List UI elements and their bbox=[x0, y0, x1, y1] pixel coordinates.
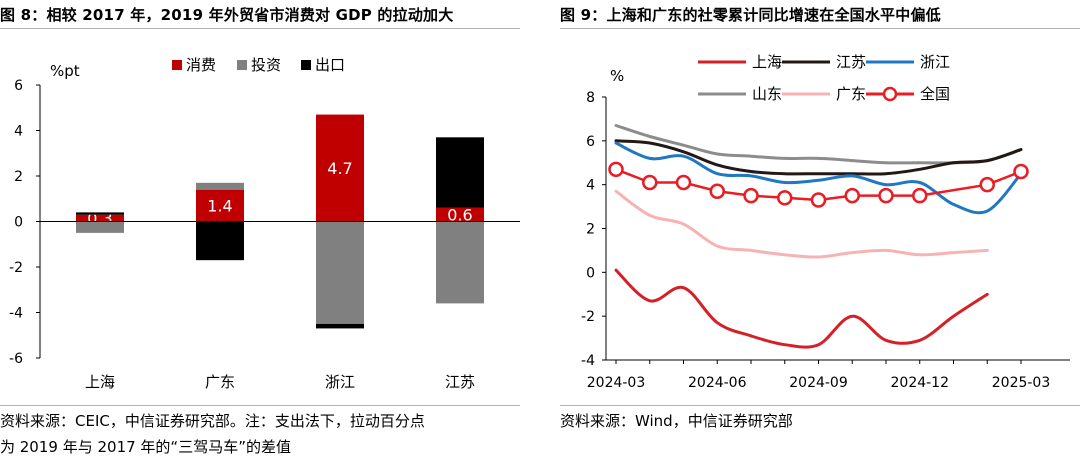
marker-全国 bbox=[743, 187, 759, 204]
y-tick-label: -4 bbox=[9, 306, 23, 322]
bar-出口-浙江 bbox=[316, 323, 364, 329]
left-title-rule bbox=[0, 28, 520, 29]
bar-消费-江苏 bbox=[436, 207, 484, 222]
right-source-note: 资料来源：Wind，中信证券研究部 bbox=[560, 408, 793, 434]
legend-swatch-出口 bbox=[301, 60, 311, 70]
bar-投资-上海 bbox=[76, 221, 124, 233]
x-tick-label: 2024-03 bbox=[587, 375, 646, 391]
x-category-label: 上海 bbox=[85, 373, 115, 391]
y-tick-label: 2 bbox=[14, 169, 23, 185]
y-tick-label: 4 bbox=[586, 178, 595, 194]
legend-swatch-投资 bbox=[237, 60, 247, 70]
x-tick-label: 2024-09 bbox=[789, 375, 848, 391]
x-category-label: 广东 bbox=[205, 373, 235, 391]
series-line-江苏 bbox=[614, 139, 1023, 176]
left-figure-panel: 图 8：相较 2017 年，2019 年外贸省市消费对 GDP 的拉动加大 -6… bbox=[0, 0, 523, 462]
y-unit-label: %pt bbox=[50, 62, 80, 80]
legend-label-江苏: 江苏 bbox=[836, 53, 866, 71]
bar-value-label: 1.4 bbox=[207, 197, 232, 216]
bar-value-label: 4.7 bbox=[327, 159, 352, 178]
bar-投资-江苏 bbox=[436, 221, 484, 304]
marker-全国 bbox=[709, 183, 725, 199]
legend-label-广东: 广东 bbox=[836, 85, 866, 103]
y-unit-label: % bbox=[610, 67, 624, 85]
legend-label-山东: 山东 bbox=[752, 85, 782, 103]
series-line-上海 bbox=[614, 268, 989, 349]
line-chart: -4 -2 0 2 4 6 8% 2024-03 2024-06 2024-09 2024-12 20… bbox=[581, 53, 1070, 391]
marker-全国 bbox=[642, 174, 658, 191]
x-category-label: 浙江 bbox=[325, 373, 355, 391]
x-tick-label: 2025-03 bbox=[992, 375, 1051, 391]
y-tick-label: 8 bbox=[586, 90, 595, 106]
series-line-山东 bbox=[614, 124, 1023, 165]
y-tick-label: 6 bbox=[14, 78, 23, 94]
marker-全国 bbox=[675, 174, 692, 191]
y-tick-label: -2 bbox=[9, 260, 23, 276]
left-figure-title: 图 8：相较 2017 年，2019 年外贸省市消费对 GDP 的拉动加大 bbox=[0, 6, 454, 24]
y-tick-label: -4 bbox=[581, 353, 595, 369]
marker-全国 bbox=[608, 161, 624, 178]
bar-投资-广东 bbox=[196, 182, 244, 190]
marker-全国 bbox=[810, 192, 827, 208]
legend-marker-全国 bbox=[882, 86, 898, 102]
y-tick-label: 0 bbox=[14, 215, 23, 231]
bar-出口-上海 bbox=[76, 212, 124, 215]
legend-label-浙江: 浙江 bbox=[920, 53, 950, 71]
bar-出口-江苏 bbox=[436, 137, 484, 208]
bar-value-label: 0.6 bbox=[447, 206, 472, 225]
x-tick-label: 2024-12 bbox=[891, 375, 950, 391]
y-tick-label: -2 bbox=[581, 309, 595, 325]
left-source-line-1: 资料来源：CEIC，中信证券研究部。注：支出法下，拉动百分点 bbox=[0, 412, 425, 430]
marker-全国 bbox=[844, 187, 860, 204]
left-source-line-2: 为 2019 年与 2017 年的“三驾马车”的差值 bbox=[0, 438, 291, 456]
marker-全国 bbox=[777, 190, 793, 206]
left-source-rule bbox=[0, 405, 520, 406]
y-tick-label: 2 bbox=[586, 222, 595, 238]
right-title-rule bbox=[560, 28, 1080, 29]
marker-全国 bbox=[878, 187, 894, 204]
legend-label-投资: 投资 bbox=[251, 56, 281, 74]
bar-消费-广东 bbox=[196, 189, 244, 222]
bar-投资-浙江 bbox=[316, 221, 364, 324]
legend-label-消费: 消费 bbox=[186, 56, 216, 74]
legend-label-全国: 全国 bbox=[920, 85, 950, 103]
legend-swatch-消费 bbox=[172, 60, 182, 70]
marker-全国 bbox=[912, 187, 928, 204]
x-category-label: 江苏 bbox=[445, 373, 475, 391]
right-figure-title: 图 9：上海和广东的社零累计同比增速在全国水平中偏低 bbox=[560, 6, 941, 24]
left-source-note: 资料来源：CEIC，中信证券研究部。注：支出法下，拉动百分点 为 2019 年与… bbox=[0, 408, 425, 460]
y-tick-label: -6 bbox=[9, 351, 23, 367]
legend-label-上海: 上海 bbox=[752, 53, 782, 71]
legend-label-出口: 出口 bbox=[315, 56, 345, 74]
bar-消费-上海 bbox=[76, 214, 124, 222]
y-tick-label: 0 bbox=[586, 265, 595, 281]
marker-全国 bbox=[979, 176, 995, 193]
bar-消费-浙江 bbox=[316, 114, 364, 222]
y-tick-label: 4 bbox=[14, 124, 23, 140]
right-source-rule bbox=[560, 405, 1080, 406]
series-line-广东 bbox=[614, 189, 989, 259]
right-source-line-1: 资料来源：Wind，中信证券研究部 bbox=[560, 412, 793, 430]
y-tick-label: 6 bbox=[586, 134, 595, 150]
bar-出口-广东 bbox=[196, 221, 244, 261]
right-figure-panel: 图 9：上海和广东的社零累计同比增速在全国水平中偏低 -4 -2 0 2 4 6 8% 202… bbox=[560, 0, 1080, 462]
marker-全国 bbox=[1013, 163, 1029, 180]
x-tick-label: 2024-06 bbox=[688, 375, 747, 391]
series-line-浙江 bbox=[614, 141, 1023, 215]
